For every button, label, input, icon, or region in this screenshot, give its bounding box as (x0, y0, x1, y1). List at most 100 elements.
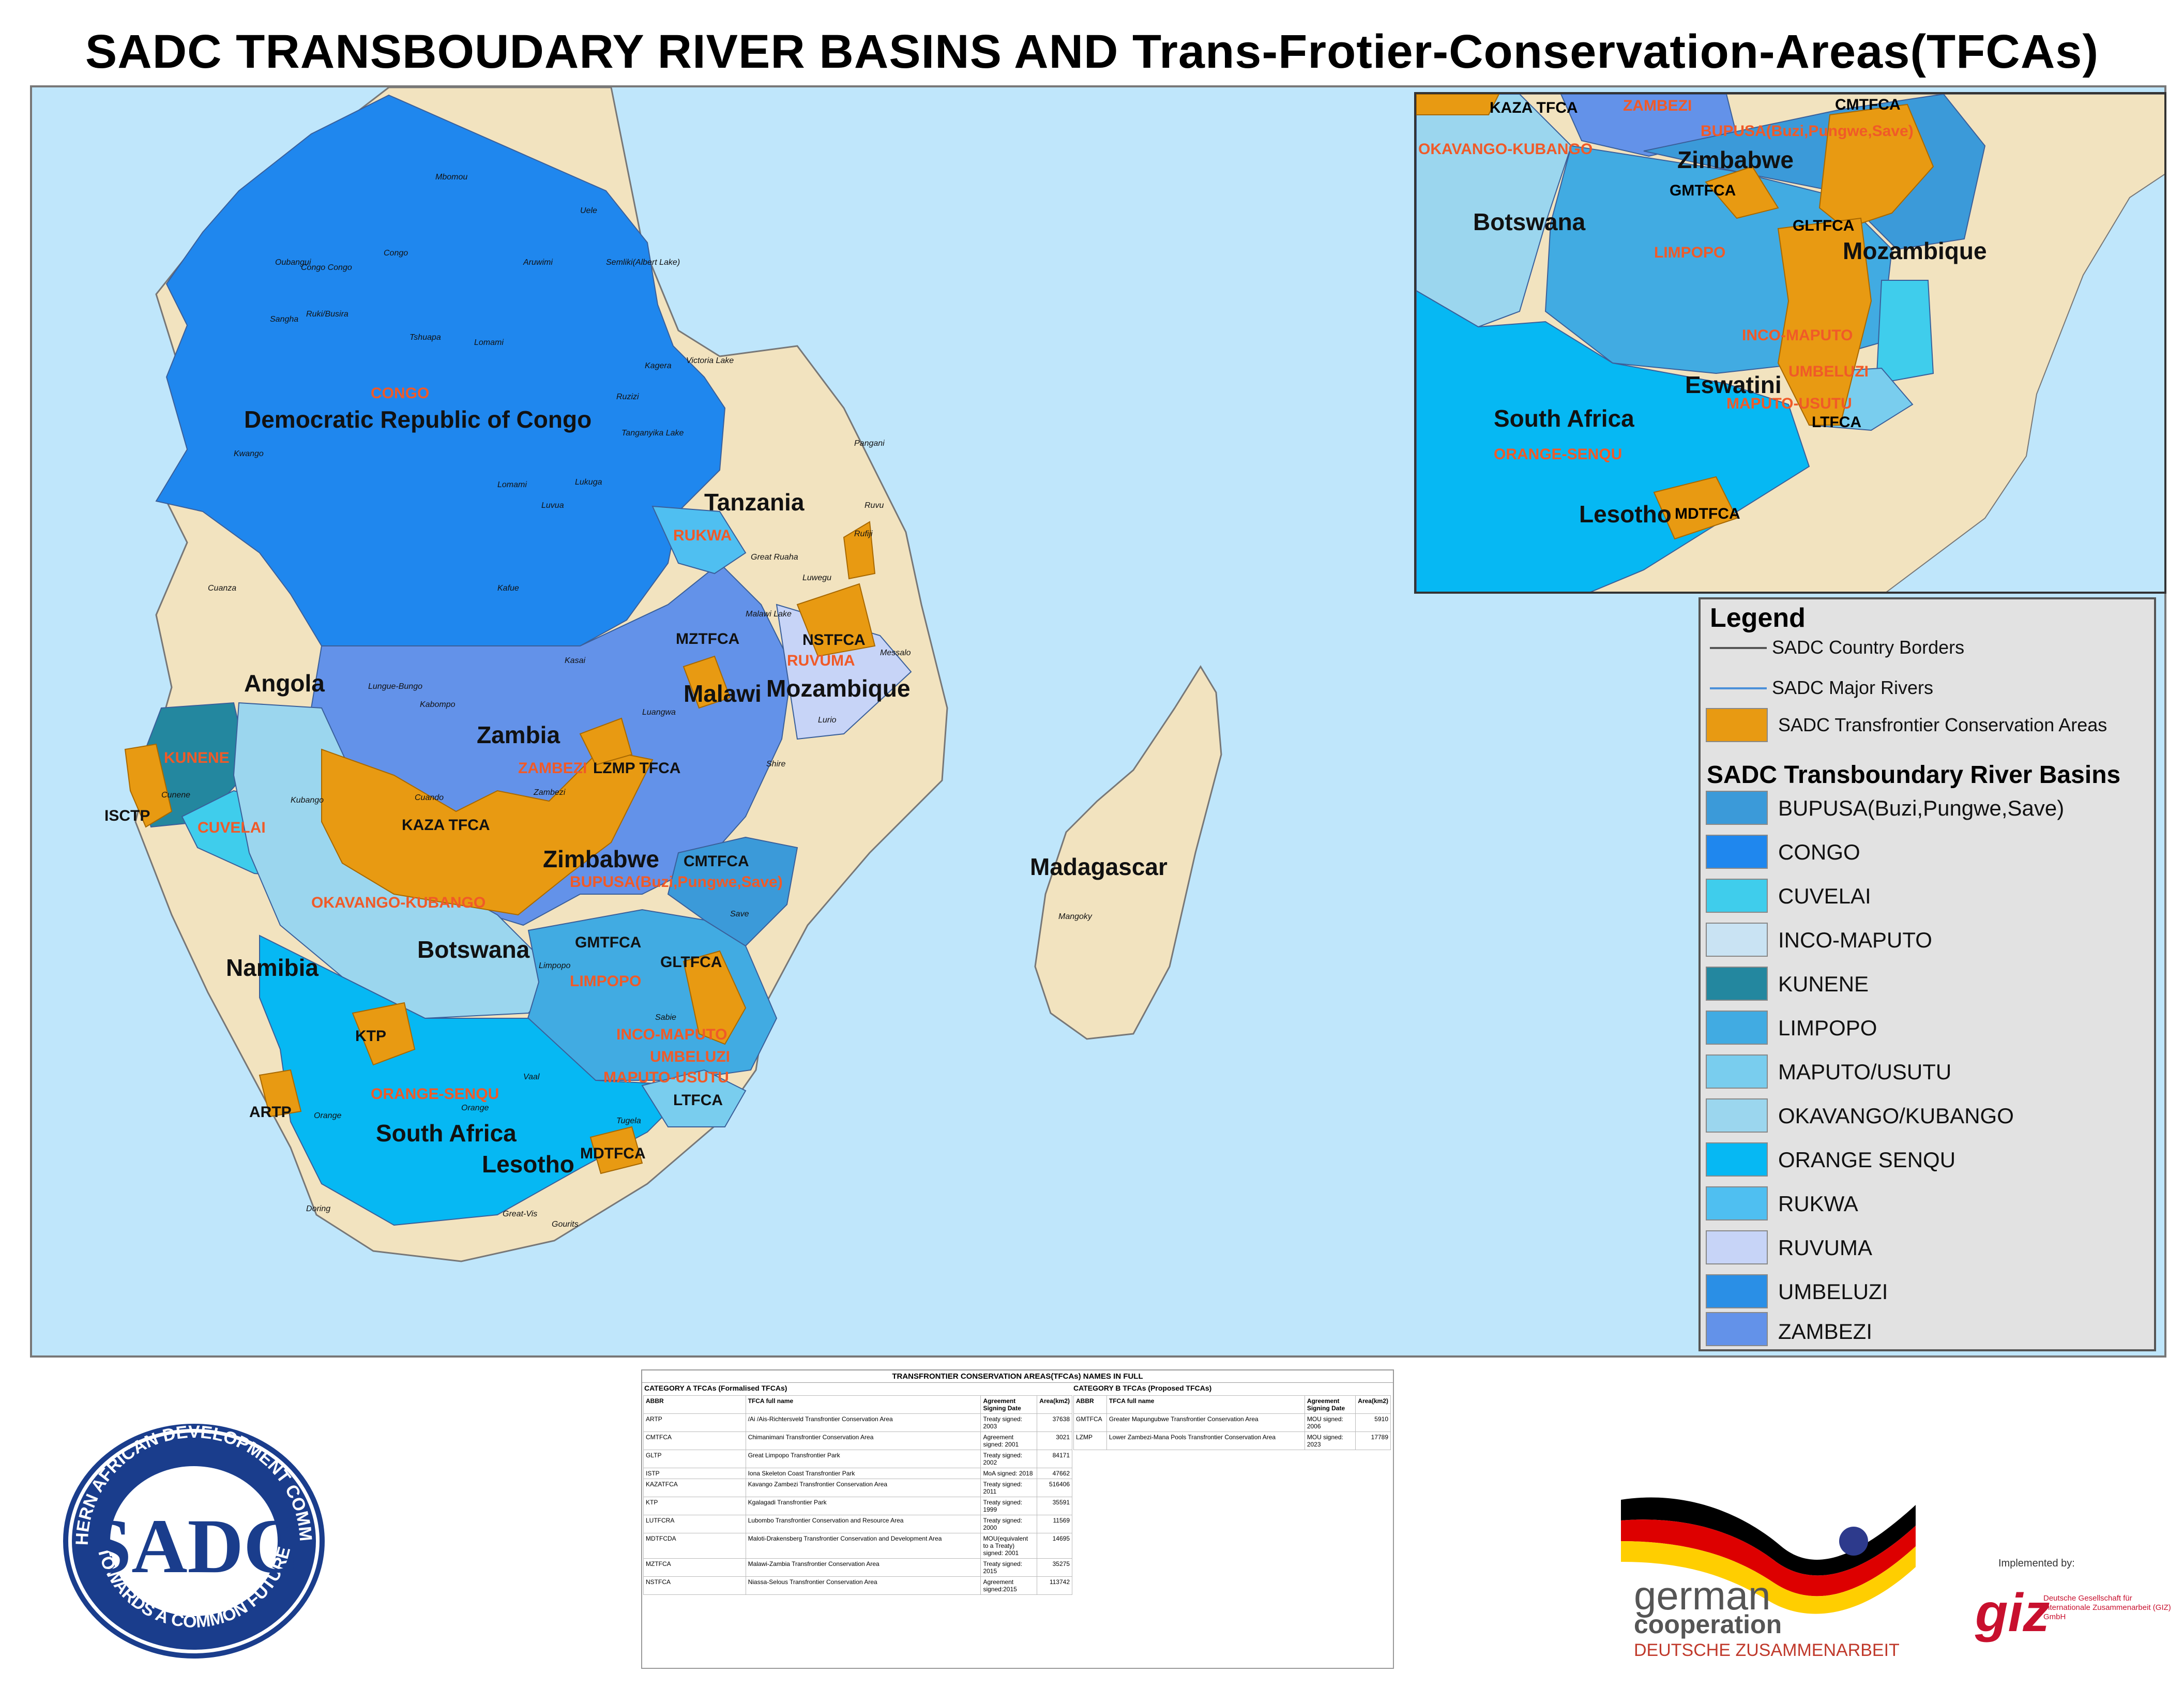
river-label: Cunene (161, 791, 191, 800)
country-madagascar: Madagascar (1030, 853, 1167, 880)
inset-tfca-gltfca: GLTFCA (1793, 217, 1855, 234)
table-cell: Greater Mapungubwe Transfrontier Conserv… (1106, 1413, 1305, 1432)
deutsche-zusammenarbeit-label: DEUTSCHE ZUSAMMENARBEIT (1634, 1640, 1900, 1660)
tfca-label-lzmp: LZMP TFCA (593, 760, 681, 777)
table-cell: LZMP (1073, 1431, 1107, 1450)
map-title: SADC TRANSBOUDARY RIVER BASINS AND Trans… (85, 25, 2099, 78)
basin-bupusa (667, 836, 798, 947)
table-cell: 17789 (1355, 1431, 1391, 1450)
river-swatch (1710, 687, 1767, 689)
river-label: Malawi Lake (746, 610, 792, 619)
river-label: Victoria Lake (686, 356, 734, 365)
tfca-table: TRANSFRONTIER CONSERVATION AREAS(TFCAs) … (641, 1369, 1394, 1669)
tfca-lzmp (579, 717, 633, 766)
table-cell: 14695 (1037, 1533, 1072, 1559)
river-label: Tshuapa (410, 333, 441, 342)
table-cell: Lower Zambezi-Mana Pools Transfrontier C… (1106, 1431, 1305, 1450)
table-cell: 84171 (1037, 1450, 1072, 1468)
table-row: ARTP/Ai /Ais-Richtersveld Transfrontier … (643, 1413, 1072, 1432)
river-label: Kubango (291, 796, 324, 805)
sadc-mark: SADC (88, 1503, 299, 1589)
table-cell: 3021 (1037, 1431, 1072, 1450)
tfca-gltfca (682, 950, 747, 1045)
country-mozambique: Mozambique (766, 675, 911, 702)
river-label: Oubangui (275, 258, 311, 267)
river-label: Shire (766, 760, 786, 768)
table-cell: 37638 (1037, 1413, 1072, 1432)
basin-swatch (1706, 1274, 1768, 1308)
tfca-label-isctp: ISCTP (104, 807, 150, 824)
table-cell: GLTP (643, 1450, 746, 1468)
tfca-swatch (1706, 708, 1768, 742)
basin-swatch (1706, 1186, 1768, 1220)
river-label: Limpopo (539, 961, 571, 970)
tfca-mz (682, 655, 731, 709)
giz-logo: giz (1975, 1583, 2050, 1643)
legend-basin-label: RUVUMA (1778, 1235, 1873, 1260)
table-cell: 35275 (1037, 1558, 1072, 1577)
river-label: Cuando (415, 793, 444, 802)
basin-swatch (1706, 1142, 1768, 1177)
cat-a-title: CATEGORY A TFCAs (Formalised TFCAs) (644, 1384, 787, 1392)
legend-basin-label: OKAVANGO/KUBANGO (1778, 1104, 2014, 1128)
river-label: Kagera (645, 361, 672, 370)
inset-country-eswatini: Eswatini (1685, 371, 1782, 398)
river-label: Congo Congo (301, 263, 352, 272)
river-label: Congo (384, 249, 408, 258)
col-header: Area(km2) (1355, 1395, 1391, 1414)
table-cell: GMTFCA (1073, 1413, 1107, 1432)
col-header: Agreement Signing Date (1304, 1395, 1356, 1414)
table-cell: Great Limpopo Transfrontier Park (745, 1450, 981, 1468)
table-cell: Kgalagadi Transfrontier Park (745, 1497, 981, 1515)
tfca-ns (796, 583, 876, 657)
table-row: LUTFCRA Lubombo Transfrontier Conservatio… (643, 1515, 1072, 1533)
river-label: Lurio (818, 716, 837, 725)
river-label: Luwegu (802, 574, 832, 582)
legend-basin-label: KUNENE (1778, 972, 1869, 996)
river-label: Ruvu (865, 501, 884, 510)
tfca-artp (259, 1069, 302, 1118)
basin-swatch (1706, 1054, 1768, 1089)
table-row: LZMP Lower Zambezi-Mana Pools Transfronti… (1073, 1431, 1391, 1450)
table-cell: MoA signed: 2018 (980, 1468, 1038, 1479)
river-label: Save (730, 910, 749, 918)
basin-swatch (1706, 1011, 1768, 1045)
tfca-label-mdtfca: MDTFCA (580, 1145, 646, 1162)
river-label: Lukuga (575, 478, 602, 487)
river-label: Vaal (523, 1073, 540, 1081)
col-header: Agreement Signing Date (980, 1395, 1038, 1414)
river-label: Ruzizi (616, 393, 639, 401)
river-label: Zambezi (534, 788, 566, 797)
basin-swatch (1706, 879, 1768, 913)
legend-river-label: SADC Major Rivers (1772, 677, 1934, 698)
table-cell: Agreement signed: 2001 (980, 1431, 1038, 1450)
table-cell: Treaty signed: 1999 (980, 1497, 1038, 1515)
legend-basin-label: MAPUTO/USUTU (1778, 1060, 1952, 1084)
col-header: TFCA full name (1106, 1395, 1305, 1414)
legend: Legend SADC Country Borders SADC Major R… (1698, 597, 2156, 1351)
table-cat-b: ABBR TFCA full name Agreement Signing Da… (1073, 1395, 1391, 1450)
table-cell: 47662 (1037, 1468, 1072, 1479)
legend-basin-label: ZAMBEZI (1778, 1319, 1873, 1344)
table-cell: MOU(equivalent to a Treaty) signed: 2001 (980, 1533, 1038, 1559)
basin-swatch (1706, 1230, 1768, 1264)
inset-basin-okavango: OKAVANGO-KUBANGO (1418, 141, 1593, 158)
river-label: Cuanza (208, 584, 237, 593)
river-label: Rufiji (854, 530, 873, 538)
table-cell: MDTFCDA (643, 1533, 746, 1559)
legend-basin-label: BUPUSA(Buzi,Pungwe,Save) (1778, 796, 2065, 820)
table-cell: Treaty signed: 2015 (980, 1558, 1038, 1577)
inset-map[interactable]: KAZA TFCA ZAMBEZI CMTFCA OKAVANGO-KUBANG… (1414, 92, 2166, 594)
basin-label-okavango: OKAVANGO-KUBANGO (311, 894, 486, 911)
legend-basin-label: UMBELUZI (1778, 1279, 1888, 1304)
table-cell: 5910 (1355, 1413, 1391, 1432)
inset-country-lesotho: Lesotho (1579, 501, 1672, 528)
tfca-mdtfca (589, 1126, 643, 1174)
country-malawi: Malawi (684, 680, 762, 707)
inset-basin-limpopo: LIMPOPO (1654, 244, 1726, 261)
river-label: Sangha (270, 315, 299, 324)
table-cell: Treaty signed: 2003 (980, 1413, 1038, 1432)
cat-b-title: CATEGORY B TFCAs (Proposed TFCAs) (1073, 1384, 1212, 1392)
tfca-label-kaza: KAZA TFCA (402, 817, 490, 834)
river-label: Lungue-Bungo (368, 682, 422, 691)
